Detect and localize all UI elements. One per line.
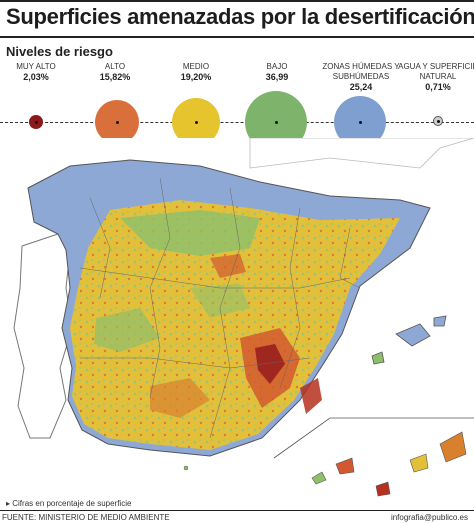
legend-baseline bbox=[0, 122, 474, 123]
canary-island bbox=[409, 453, 429, 473]
low-risk-zone bbox=[190, 284, 250, 318]
very-high-risk-zone bbox=[300, 378, 322, 414]
legend-label: ZONAS HÚMEDAS Y SUBHÚMEDAS bbox=[322, 62, 400, 81]
legend-value: 0,71% bbox=[425, 82, 451, 92]
legend-dot bbox=[116, 121, 119, 124]
ceuta bbox=[183, 465, 189, 471]
canary-island bbox=[439, 431, 467, 463]
very-high-risk-zone bbox=[255, 344, 285, 384]
legend-dot bbox=[275, 121, 278, 124]
legend-item-medio: MEDIO 19,20% bbox=[154, 62, 238, 83]
top-rule bbox=[0, 0, 474, 2]
legend-item-agua: AGUA Y SUPERFICIE NATURAL 0,71% bbox=[396, 62, 474, 93]
legend-value: 19,20% bbox=[180, 72, 212, 82]
france-outline bbox=[249, 138, 474, 169]
high-risk-zone bbox=[210, 254, 246, 278]
legend-value: 36,99 bbox=[265, 72, 289, 82]
legend-label: BAJO bbox=[266, 62, 288, 71]
legend-value: 2,03% bbox=[23, 72, 49, 82]
footnote: ▸ Cifras en porcentaje de superficie bbox=[6, 499, 132, 508]
canary-island bbox=[375, 481, 391, 497]
canary-inset-frame bbox=[273, 417, 474, 459]
legend-value: 15,82% bbox=[99, 72, 131, 82]
legend-item-muy-alto: MUY ALTO 2,03% bbox=[0, 62, 78, 83]
legend-item-alto: ALTO 15,82% bbox=[73, 62, 157, 83]
footnote-text: Cifras en porcentaje de superficie bbox=[12, 499, 132, 508]
legend-value: 25,24 bbox=[349, 82, 373, 92]
low-risk-zone bbox=[120, 210, 260, 256]
canary-island bbox=[311, 471, 327, 485]
canary-island bbox=[335, 457, 355, 475]
legend-label: ALTO bbox=[104, 62, 126, 71]
legend-heading: Niveles de riesgo bbox=[6, 44, 113, 59]
province-boundaries bbox=[79, 177, 361, 439]
legend-dot bbox=[437, 120, 440, 123]
footer-rule bbox=[0, 510, 474, 511]
legend-label: AGUA Y SUPERFICIE NATURAL bbox=[398, 62, 474, 81]
legend-item-bajo: BAJO 36,99 bbox=[235, 62, 319, 83]
menorca bbox=[433, 315, 447, 327]
risk-legend: MUY ALTO 2,03% ALTO 15,82% MEDIO 19,20% … bbox=[0, 62, 474, 172]
high-risk-zone bbox=[150, 378, 210, 418]
legend-item-zonas-humedas: ZONAS HÚMEDAS Y SUBHÚMEDAS 25,24 bbox=[319, 62, 403, 93]
ibiza bbox=[371, 351, 385, 365]
legend-label: MUY ALTO bbox=[16, 62, 56, 71]
portugal-outline bbox=[13, 233, 73, 439]
legend-dot bbox=[195, 121, 198, 124]
legend-label: MEDIO bbox=[182, 62, 210, 71]
mallorca bbox=[395, 323, 431, 347]
credit-text: infografia@publico.es bbox=[390, 513, 468, 522]
title-rule bbox=[0, 36, 474, 38]
legend-dot bbox=[359, 121, 362, 124]
spain-desertification-map bbox=[0, 138, 474, 498]
page-title: Superficies amenazadas por la desertific… bbox=[6, 4, 474, 29]
legend-dot bbox=[35, 121, 38, 124]
low-risk-zone bbox=[94, 308, 160, 352]
source-text: FUENTE: MINISTERIO DE MEDIO AMBIENTE bbox=[2, 513, 170, 522]
